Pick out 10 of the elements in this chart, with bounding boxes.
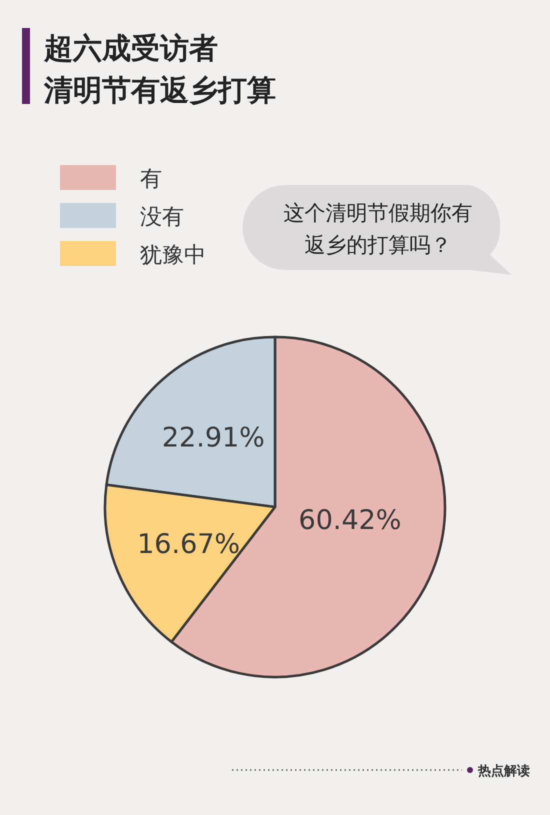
data-label: 60.42% — [298, 505, 402, 536]
text: 这个清明节假期你有返乡的打算吗？ — [284, 201, 472, 257]
chart-title: 超六成受访者 — [43, 31, 218, 65]
legend-label: 有 — [140, 167, 162, 192]
data-label: 16.67% — [137, 528, 240, 560]
legend-label: 犹豫中 — [140, 243, 206, 268]
legend-label: 没有 — [140, 205, 184, 230]
data-label: 22.91% — [162, 422, 265, 454]
chart-subtitle: 清明节有返乡打算 — [43, 73, 276, 107]
text: 热点解读 — [477, 763, 530, 779]
